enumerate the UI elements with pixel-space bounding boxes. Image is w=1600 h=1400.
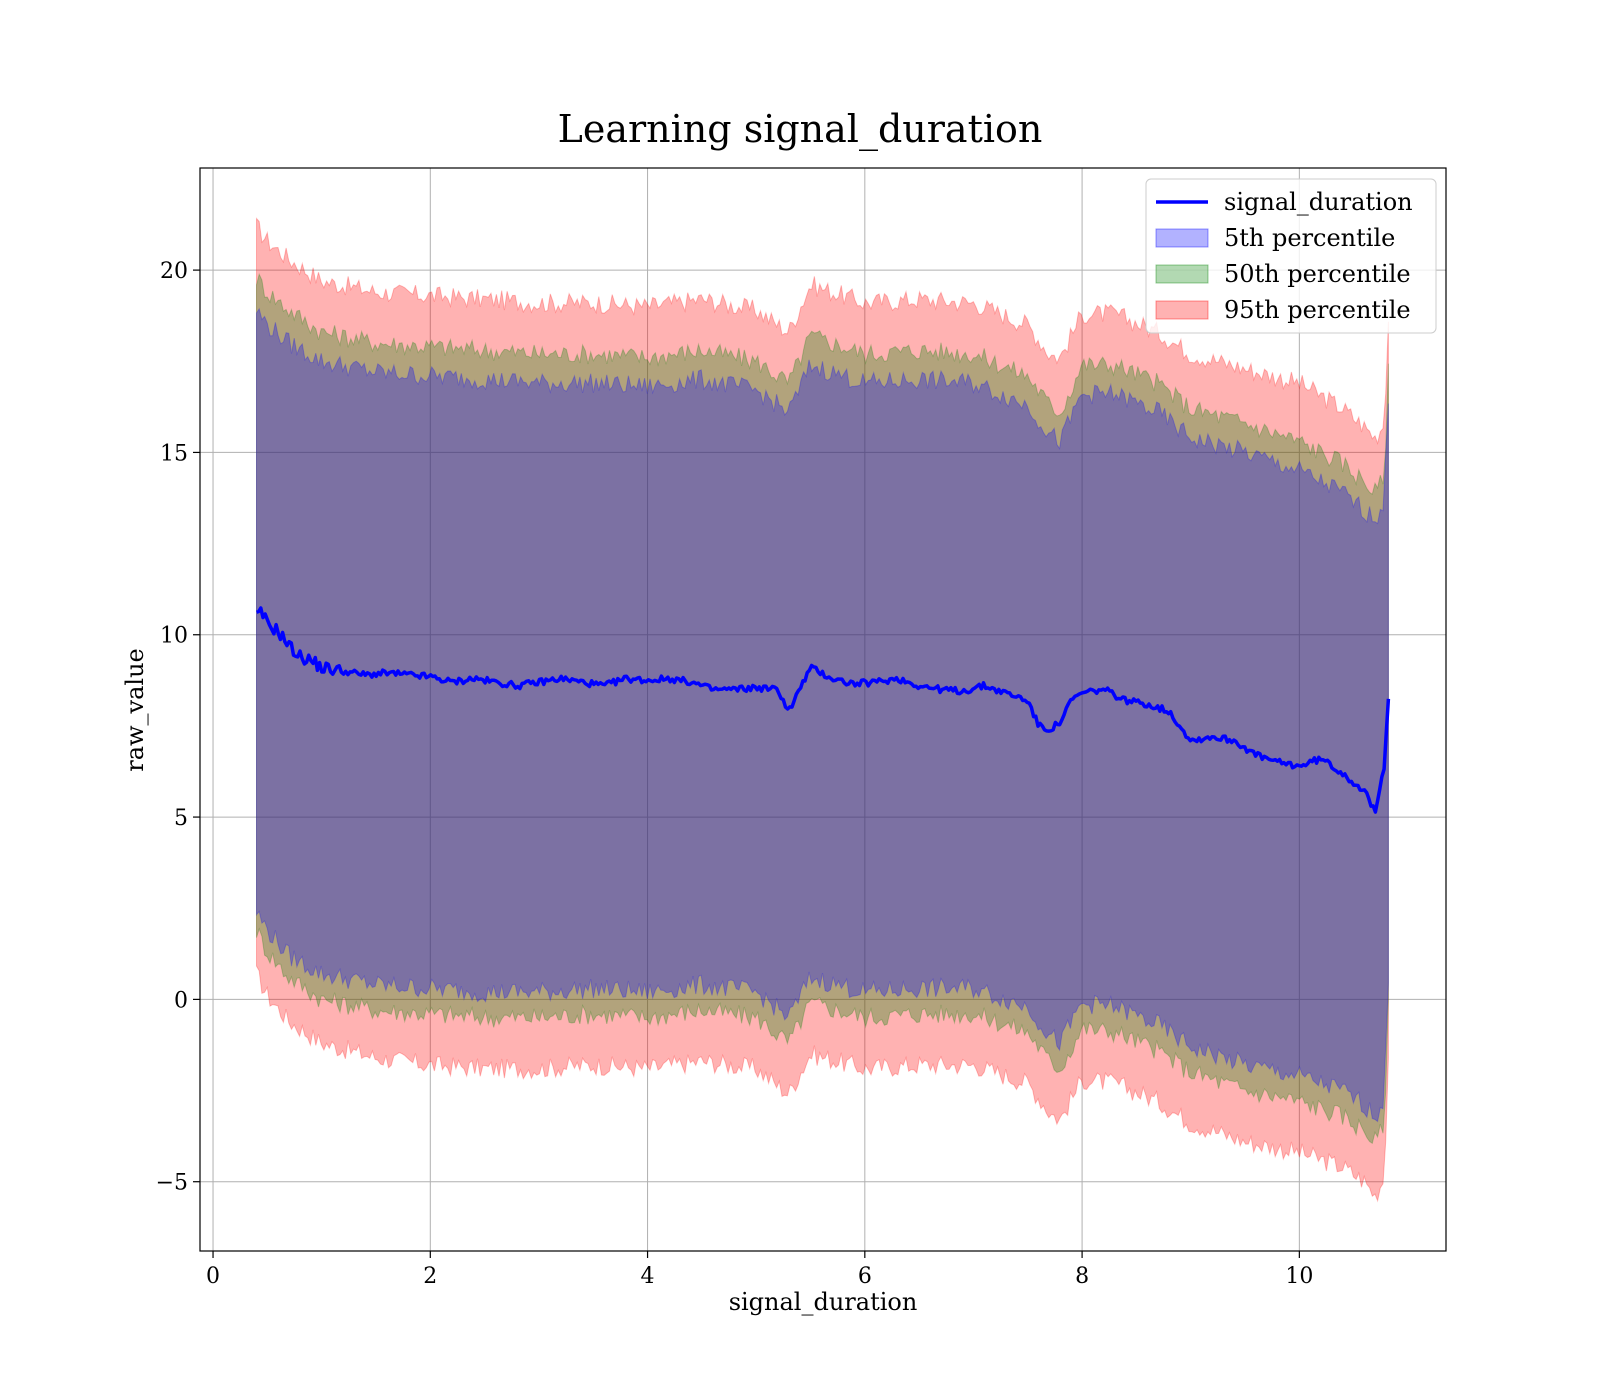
series-line-signal-duration [255, 606, 1391, 814]
legend-box [1145, 178, 1437, 334]
y-tick-label: 15 [160, 441, 188, 466]
legend-label: 50th percentile [1224, 260, 1411, 288]
y-tick-label: 10 [160, 624, 188, 649]
x-axis-label: signal_duration [729, 1288, 918, 1316]
y-tick-label: 5 [174, 806, 188, 831]
legend-patch-swatch [1155, 300, 1209, 320]
legend: signal_duration 5th percentile 50th percen… [1145, 178, 1437, 334]
legend-label: 5th percentile [1224, 224, 1395, 252]
x-tick-label: 10 [1285, 1264, 1313, 1289]
legend-patch-swatch [1155, 264, 1209, 284]
x-tick-label: 6 [858, 1264, 872, 1289]
percentile-bands [256, 217, 1389, 1203]
x-tick-label: 0 [206, 1264, 220, 1289]
grid [200, 168, 1446, 1251]
band-95th-percentile [256, 217, 1389, 1203]
band-50th-percentile [256, 272, 1389, 1145]
series-line-layer [255, 606, 1391, 814]
x-tick-label: 8 [1075, 1264, 1089, 1289]
legend-patch-swatch [1155, 228, 1209, 248]
legend-label: signal_duration [1224, 188, 1413, 216]
y-axis-label: raw_value [121, 648, 149, 772]
y-tick-label: −5 [156, 1171, 188, 1196]
x-axis-ticks: 0 2 4 6 8 10 [206, 1251, 1313, 1289]
legend-label: 95th percentile [1224, 296, 1411, 324]
plot-frame [199, 167, 1447, 1252]
chart-title: Learning signal_duration [558, 107, 1043, 152]
x-tick-label: 4 [641, 1264, 655, 1289]
y-tick-label: 20 [160, 259, 188, 284]
y-axis-ticks: −5 0 5 10 15 20 [156, 259, 200, 1196]
y-tick-label: 0 [174, 988, 188, 1013]
x-tick-label: 2 [423, 1264, 437, 1289]
band-5th-percentile [256, 307, 1389, 1123]
